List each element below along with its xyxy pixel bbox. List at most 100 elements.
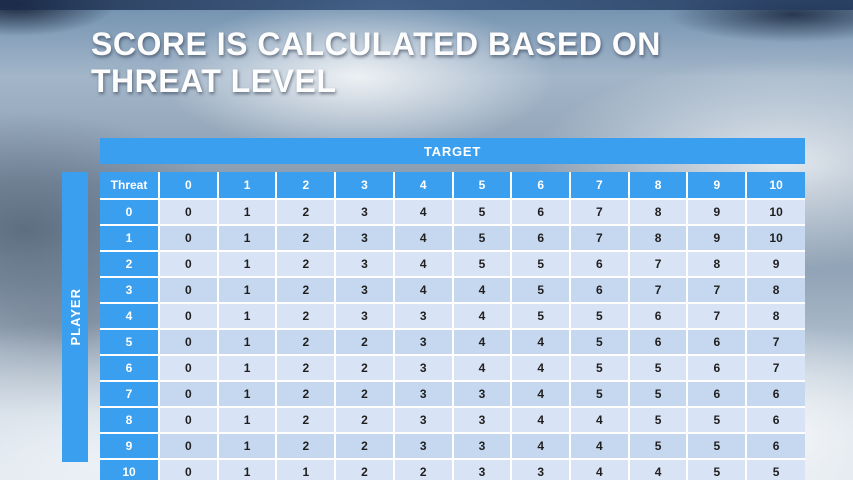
score-cell: 0 [158, 198, 219, 226]
score-cell: 3 [451, 432, 513, 460]
score-cell: 1 [275, 458, 337, 480]
score-cell: 8 [627, 224, 689, 252]
row-label: 7 [99, 380, 160, 408]
score-cell: 2 [275, 276, 337, 304]
score-cell: 3 [334, 224, 395, 252]
score-cell: 6 [569, 276, 630, 304]
score-cell: 3 [392, 354, 454, 382]
score-cell: 4 [451, 328, 513, 356]
score-cell: 0 [158, 432, 219, 460]
score-cell: 5 [627, 432, 689, 460]
column-header: 1 [216, 171, 278, 200]
score-cell: 2 [392, 458, 454, 480]
row-label: 2 [99, 250, 160, 278]
score-cell: 5 [686, 458, 748, 480]
score-cell: 9 [686, 198, 748, 226]
score-cell: 8 [627, 198, 689, 226]
score-cell: 2 [275, 354, 337, 382]
score-cell: 3 [451, 380, 513, 408]
score-cell: 5 [627, 406, 689, 434]
column-header: 8 [627, 171, 689, 200]
target-label: TARGET [423, 143, 482, 159]
score-cell: 1 [216, 224, 278, 252]
score-cell: 5 [451, 250, 513, 278]
score-cell: 7 [627, 250, 689, 278]
table-row: 10 0 1 1 2 2 3 3 4 4 5 5 [99, 458, 806, 480]
score-cell: 6 [686, 354, 748, 382]
score-cell: 2 [275, 250, 337, 278]
score-cell: 2 [334, 432, 395, 460]
score-cell: 4 [392, 224, 454, 252]
score-cell: 2 [275, 198, 337, 226]
row-label: 1 [99, 224, 160, 252]
score-cell: 1 [216, 354, 278, 382]
score-cell: 4 [510, 406, 572, 434]
score-cell: 1 [216, 380, 278, 408]
row-label: 8 [99, 406, 160, 434]
score-cell: 0 [158, 250, 219, 278]
score-table-body: 0 0 1 2 3 4 5 6 7 8 9 10 1 0 1 2 3 4 5 6 7 8 9 10 2 0 1 2 3 4 5 5 6 7 8 9 3 0… [99, 198, 806, 480]
score-cell: 3 [451, 458, 513, 480]
score-cell: 4 [510, 328, 572, 356]
score-cell: 2 [334, 328, 395, 356]
row-label: 4 [99, 302, 160, 330]
score-cell: 5 [686, 406, 748, 434]
score-cell: 7 [745, 354, 806, 382]
score-cell: 8 [745, 302, 806, 330]
score-cell: 5 [451, 198, 513, 226]
score-cell: 6 [686, 328, 748, 356]
score-cell: 4 [569, 432, 630, 460]
score-cell: 3 [392, 380, 454, 408]
player-label: PLAYER [67, 288, 83, 346]
score-cell: 3 [334, 302, 395, 330]
score-cell: 0 [158, 354, 219, 382]
score-cell: 3 [334, 250, 395, 278]
score-cell: 6 [745, 380, 806, 408]
score-cell: 1 [216, 276, 278, 304]
score-cell: 9 [686, 224, 748, 252]
score-cell: 6 [510, 224, 572, 252]
score-cell: 3 [451, 406, 513, 434]
column-header: 0 [158, 171, 219, 200]
score-cell: 1 [216, 432, 278, 460]
score-cell: 4 [627, 458, 689, 480]
score-cell: 3 [334, 276, 395, 304]
score-cell: 1 [216, 328, 278, 356]
score-cell: 6 [569, 250, 630, 278]
score-cell: 6 [745, 406, 806, 434]
score-cell: 0 [158, 276, 219, 304]
score-cell: 2 [334, 458, 395, 480]
score-cell: 7 [569, 198, 630, 226]
score-cell: 6 [686, 380, 748, 408]
score-cell: 7 [569, 224, 630, 252]
score-cell: 0 [158, 224, 219, 252]
score-cell: 5 [451, 224, 513, 252]
column-header: 6 [510, 171, 572, 200]
table-row: 1 0 1 2 3 4 5 6 7 8 9 10 [99, 224, 806, 252]
column-header: 3 [334, 171, 395, 200]
column-header: 2 [275, 171, 337, 200]
score-cell: 5 [510, 276, 572, 304]
score-cell: 4 [451, 354, 513, 382]
score-cell: 4 [451, 302, 513, 330]
score-cell: 6 [745, 432, 806, 460]
column-header: 5 [451, 171, 513, 200]
score-cell: 5 [569, 354, 630, 382]
score-cell: 0 [158, 458, 219, 480]
score-cell: 5 [686, 432, 748, 460]
column-header: 4 [392, 171, 454, 200]
score-cell: 2 [275, 302, 337, 330]
player-header-bar: PLAYER [62, 172, 88, 462]
score-cell: 6 [627, 302, 689, 330]
score-cell: 2 [334, 354, 395, 382]
column-header: 7 [569, 171, 630, 200]
score-cell: 2 [275, 224, 337, 252]
score-cell: 10 [745, 198, 806, 226]
column-header: 9 [686, 171, 748, 200]
